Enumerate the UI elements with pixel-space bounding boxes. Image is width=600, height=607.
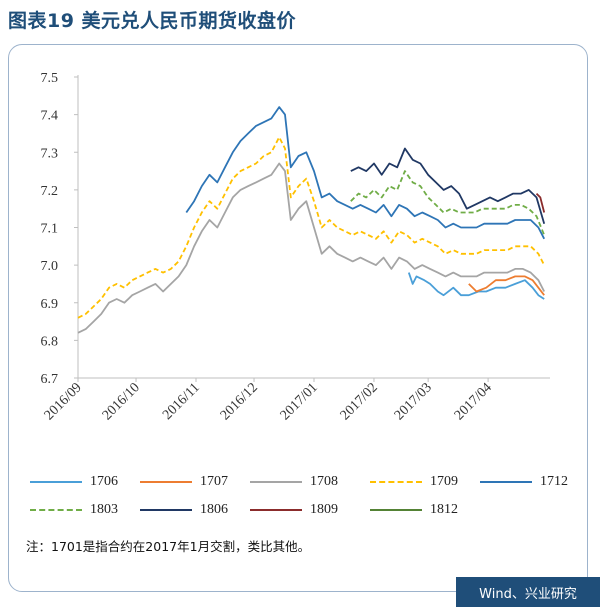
y-tick-label: 6.8 [41,334,59,349]
legend-label: 1706 [90,474,118,489]
y-tick-label: 7.5 [41,71,59,86]
legend-item-1709: 1709 [370,471,458,493]
x-tick-label: 2016/12 [218,380,261,423]
legend-item-1803: 1803 [30,499,118,521]
x-tick-label: 2017/03 [392,380,435,423]
chart-frame [8,44,588,592]
legend-label: 1812 [430,502,458,517]
legend-swatch [250,509,302,511]
legend-swatch [30,481,82,483]
legend-label: 1708 [310,474,338,489]
y-tick-label: 6.9 [41,297,59,312]
legend-swatch [140,509,192,511]
legend-swatch [480,481,532,483]
legend-item-1708: 1708 [250,471,338,493]
series-line-1803 [350,170,546,236]
legend-label: 1707 [200,474,228,489]
legend-item-1812: 1812 [370,499,458,521]
legend-label: 1809 [310,502,338,517]
legend-label: 1806 [200,502,228,517]
series-line-1806 [350,147,546,224]
legend-swatch [370,481,422,483]
y-tick-label: 6.7 [41,372,59,387]
y-tick-label: 7.1 [41,222,59,237]
source-badge: Wind、兴业研究 [456,577,600,607]
footnote: 注：1701是指合约在2017年1月交割，类比其他。 [26,539,311,554]
y-tick-label: 7.4 [41,109,59,124]
source-label: Wind、兴业研究 [479,586,577,602]
legend-label: 1803 [90,502,118,517]
y-tick-label: 7.0 [41,259,59,274]
legend-item-1712: 1712 [480,471,568,493]
x-tick-label: 2017/04 [452,380,495,423]
legend-swatch [140,481,192,483]
legend-item-1806: 1806 [140,499,228,521]
legend-swatch [370,509,422,511]
legend-swatch [30,509,82,511]
series-line-1712 [185,106,546,240]
figure-title: 图表19 美元兑人民币期货收盘价 [8,10,297,32]
y-tick-label: 7.2 [41,184,59,199]
chart-legend: 1706 1707 1708 1709 1712 1803 1806 1809 1812 [30,471,590,521]
x-tick-label: 2017/01 [278,380,321,423]
legend-swatch [250,481,302,483]
x-tick-label: 2017/02 [338,380,381,423]
legend-label: 1712 [540,474,568,489]
legend-item-1809: 1809 [250,499,338,521]
y-tick-label: 7.3 [41,146,59,161]
series-line-1708 [77,162,546,334]
series-line-1706 [407,272,545,300]
x-tick-label: 2016/10 [100,380,143,423]
x-tick-label: 2016/11 [160,380,203,423]
series-line-1809 [535,192,546,213]
series-line-1707 [468,275,545,296]
legend-item-1707: 1707 [140,471,228,493]
legend-item-1706: 1706 [30,471,118,493]
series-line-1709 [77,136,546,319]
legend-label: 1709 [430,474,458,489]
